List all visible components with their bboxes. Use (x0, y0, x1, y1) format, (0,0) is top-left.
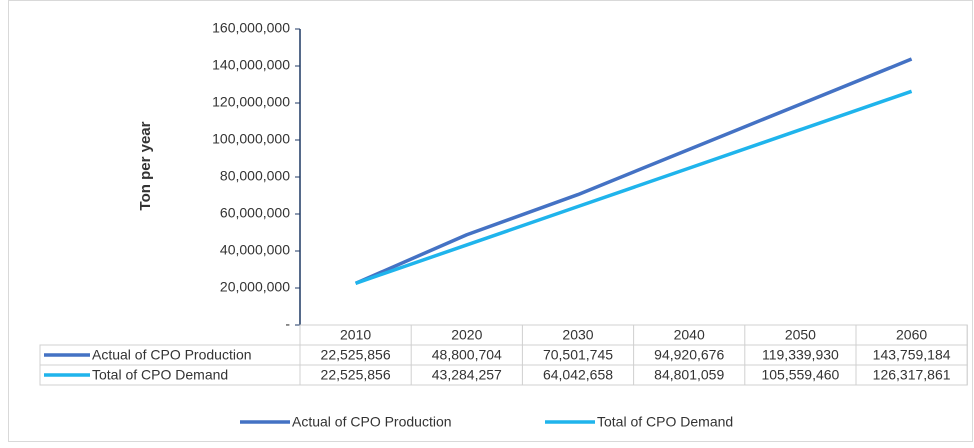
x-tick-label: 2030 (562, 327, 593, 343)
table-row (39, 364, 968, 386)
table-value: 119,339,930 (762, 347, 839, 363)
series-line (355, 89, 913, 285)
y-tick-label: 80,000,000 (220, 168, 290, 184)
table-value: 70,501,745 (543, 347, 613, 363)
y-tick-label: - (285, 316, 290, 332)
table-value: 22,525,856 (321, 367, 391, 383)
x-tick-label: 2050 (785, 327, 816, 343)
y-axis-label: Ton per year (137, 121, 154, 210)
y-tick-label: 20,000,000 (220, 279, 290, 295)
y-tick-label: 120,000,000 (212, 94, 290, 110)
x-tick-label: 2010 (340, 327, 371, 343)
table-value: 94,920,676 (654, 347, 724, 363)
table-row-label: Total of CPO Demand (92, 367, 228, 383)
y-tick-label: 40,000,000 (220, 242, 290, 258)
table-value: 105,559,460 (761, 367, 839, 383)
legend-label: Actual of CPO Production (292, 414, 452, 430)
y-tick-label: 60,000,000 (220, 205, 290, 221)
y-tick-label: 140,000,000 (212, 57, 290, 73)
x-tick-label: 2060 (896, 327, 927, 343)
legend-label: Total of CPO Demand (597, 414, 733, 430)
table-value: 143,759,184 (873, 347, 951, 363)
y-tick-label: 160,000,000 (212, 20, 290, 36)
y-tick-label: 100,000,000 (212, 131, 290, 147)
table-value: 84,801,059 (654, 367, 724, 383)
table-value: 126,317,861 (873, 367, 951, 383)
x-tick-label: 2040 (674, 327, 705, 343)
table-value: 64,042,658 (543, 367, 613, 383)
series-line (354, 57, 913, 285)
table-value: 22,525,856 (321, 347, 391, 363)
table-row-label: Actual of CPO Production (92, 347, 252, 363)
x-tick-label: 2020 (451, 327, 482, 343)
table-value: 43,284,257 (432, 367, 502, 383)
table-value: 48,800,704 (432, 347, 502, 363)
chart-border (8, 0, 973, 442)
